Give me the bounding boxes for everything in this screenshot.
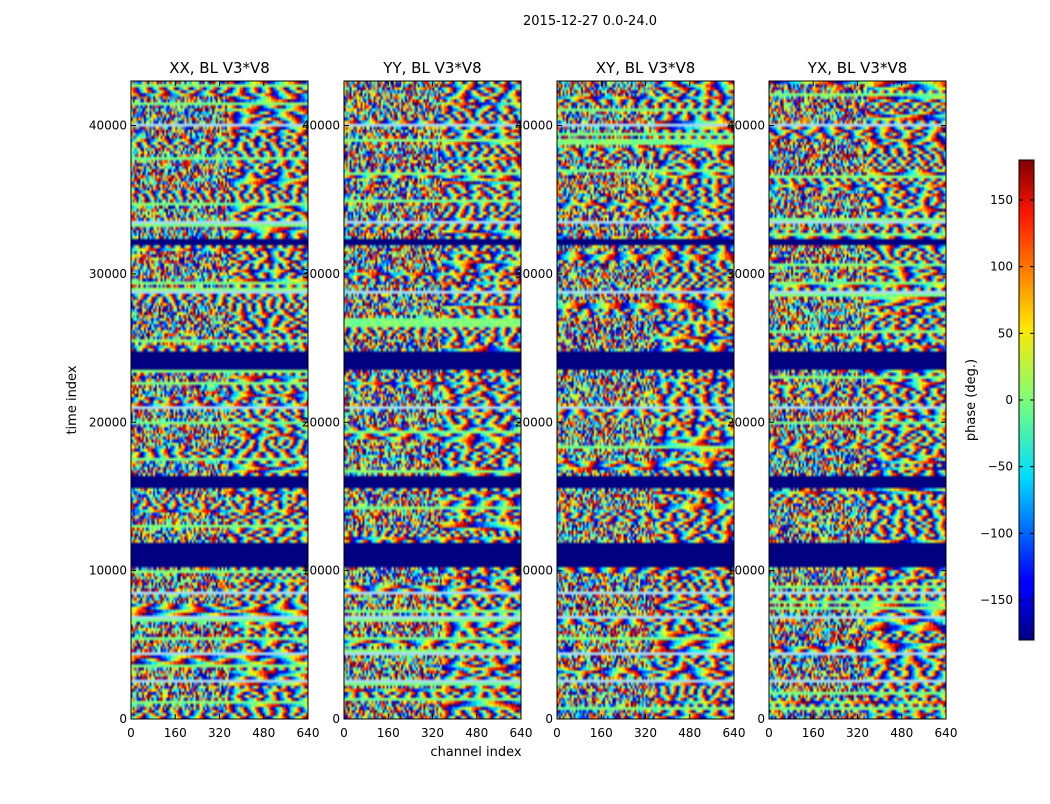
y-tick-label: 20000 [515, 415, 553, 429]
colorbar-tick-label: −50 [988, 460, 1013, 474]
x-tick-label: 160 [590, 726, 613, 740]
y-tick-label: 30000 [515, 267, 553, 281]
x-tick-label: 640 [723, 726, 746, 740]
panel-0: XX, BL V3*V8 0 160 320 480 640 0 10000 20000 3000… [89, 59, 320, 740]
phase-heatmap [769, 81, 946, 719]
panel-2: XY, BL V3*V8 0 160 320 480 640 0 10000 20000 3000… [515, 59, 746, 740]
colorbar-tick-label: 150 [990, 193, 1013, 207]
panel-title: XY, BL V3*V8 [596, 59, 696, 77]
panel-title: YX, BL V3*V8 [807, 59, 908, 77]
y-tick-label: 0 [545, 712, 553, 726]
x-tick-label: 480 [465, 726, 488, 740]
phase-heatmap [131, 81, 308, 719]
y-tick-label: 30000 [89, 267, 127, 281]
x-tick-label: 480 [890, 726, 913, 740]
phase-heatmap [344, 81, 521, 719]
x-tick-label: 640 [935, 726, 958, 740]
colorbar-tick-label: 100 [990, 260, 1013, 274]
y-tick-label: 10000 [89, 564, 127, 578]
x-tick-label: 320 [634, 726, 657, 740]
y-tick-label: 20000 [302, 415, 340, 429]
x-tick-label: 320 [421, 726, 444, 740]
y-tick-label: 40000 [515, 119, 553, 133]
colorbar-tick-label: 0 [1005, 393, 1013, 407]
x-tick-label: 320 [208, 726, 231, 740]
panel-title: XX, BL V3*V8 [169, 59, 270, 77]
y-tick-label: 10000 [302, 564, 340, 578]
x-tick-label: 160 [377, 726, 400, 740]
y-tick-label: 0 [757, 712, 765, 726]
figure-suptitle: 2015-12-27 0.0-24.0 [523, 14, 657, 29]
colorbar-tick-label: 50 [998, 326, 1013, 340]
x-tick-label: 0 [765, 726, 773, 740]
x-tick-label: 480 [678, 726, 701, 740]
y-tick-label: 20000 [727, 415, 765, 429]
x-tick-label: 160 [164, 726, 187, 740]
x-tick-label: 480 [252, 726, 275, 740]
x-tick-label: 0 [553, 726, 561, 740]
y-tick-label: 0 [119, 712, 127, 726]
x-tick-label: 0 [340, 726, 348, 740]
x-tick-label: 160 [802, 726, 825, 740]
phase-heatmap [557, 81, 734, 719]
x-tick-label: 640 [510, 726, 533, 740]
y-tick-label: 40000 [89, 119, 127, 133]
colorbar-tick-label: −150 [980, 593, 1013, 607]
x-tick-label: 640 [297, 726, 320, 740]
y-tick-label: 10000 [515, 564, 553, 578]
y-axis-label: time index [65, 365, 80, 434]
y-tick-label: 40000 [302, 119, 340, 133]
x-tick-label: 320 [846, 726, 869, 740]
y-tick-label: 0 [332, 712, 340, 726]
y-tick-label: 30000 [727, 267, 765, 281]
y-tick-label: 40000 [727, 119, 765, 133]
panel-1: YY, BL V3*V8 0 160 320 480 640 0 10000 20000 3000… [302, 59, 533, 740]
y-tick-label: 30000 [302, 267, 340, 281]
panel-3: YX, BL V3*V8 0 160 320 480 640 0 10000 20000 3000… [727, 59, 958, 740]
x-axis-label: channel index [430, 745, 521, 760]
y-tick-label: 20000 [89, 415, 127, 429]
colorbar-tick-label: −100 [980, 526, 1013, 540]
x-tick-label: 0 [127, 726, 135, 740]
y-tick-label: 10000 [727, 564, 765, 578]
colorbar-label: phase (deg.) [964, 359, 979, 441]
panel-title: YY, BL V3*V8 [382, 59, 481, 77]
